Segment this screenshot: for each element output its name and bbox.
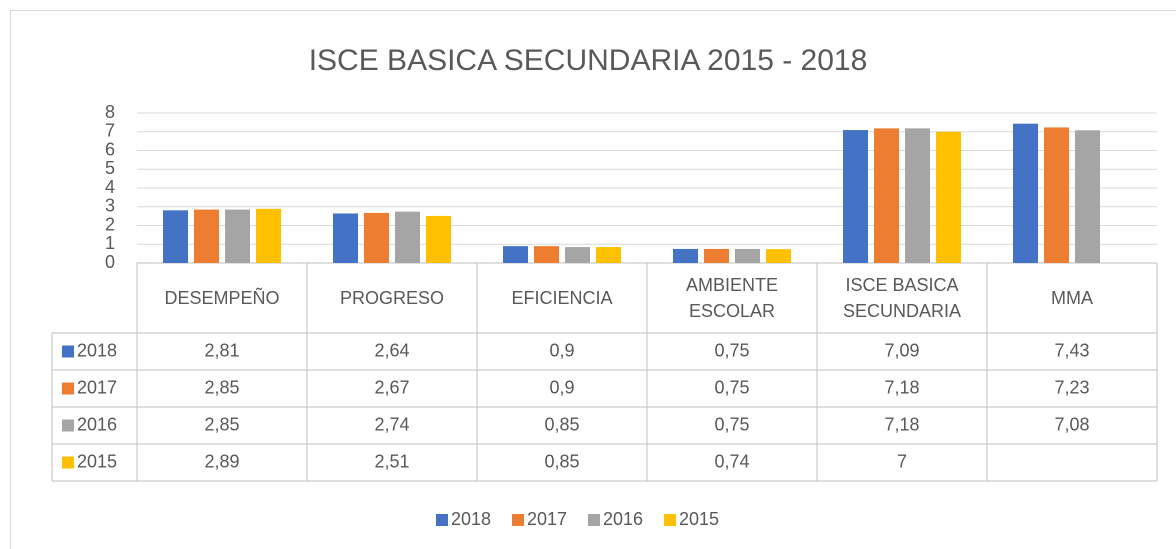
legend-swatch [436, 514, 448, 526]
bar [426, 215, 451, 263]
bar [364, 212, 389, 263]
legend-label: 2015 [77, 451, 117, 471]
x-tick-label: ISCE BASICA SECUNDARIA [842, 275, 962, 321]
table-value: 7,23 [1054, 377, 1089, 397]
table-value: 0,75 [714, 414, 749, 434]
bar [673, 248, 698, 263]
table-value: 0,75 [714, 340, 749, 360]
bar [395, 211, 420, 263]
legend-label: 2015 [679, 509, 719, 529]
legend-label: 2017 [77, 377, 117, 397]
legend-swatch [588, 514, 600, 526]
legend-label: 2017 [527, 509, 567, 529]
legend-label: 2018 [77, 340, 117, 360]
legend-swatch [62, 456, 74, 469]
table-value: 2,85 [204, 414, 239, 434]
bar [936, 131, 961, 263]
table-value: 2,85 [204, 377, 239, 397]
bar [843, 130, 868, 263]
table-value: 7,08 [1054, 414, 1089, 434]
table-value: 0,9 [549, 377, 574, 397]
legend-label: 2016 [77, 414, 117, 434]
chart-title: ISCE BASICA SECUNDARIA 2015 - 2018 [309, 44, 868, 77]
y-tick-label: 1 [105, 233, 115, 253]
x-tick-label: EFICIENCIA [511, 288, 613, 308]
bar [194, 209, 219, 263]
legend-swatch [62, 345, 74, 358]
bar [766, 249, 791, 263]
table-value: 2,81 [204, 340, 239, 360]
bar [704, 248, 729, 263]
table-value: 2,67 [374, 377, 409, 397]
bar [735, 248, 760, 263]
bar [163, 210, 188, 263]
bar [1044, 127, 1069, 263]
table-value: 0,9 [549, 340, 574, 360]
bar [874, 128, 899, 263]
table-value: 7 [897, 451, 907, 471]
legend-label: 2018 [451, 509, 491, 529]
bar [905, 128, 930, 263]
x-tick-label: DESEMPEÑO [164, 288, 280, 308]
table-value: 7,18 [884, 377, 919, 397]
y-tick-label: 5 [105, 158, 115, 178]
y-tick-label: 4 [105, 177, 115, 197]
bar [333, 213, 358, 263]
table-value: 2,89 [204, 451, 239, 471]
bar [565, 247, 590, 263]
table-value: 0,75 [714, 377, 749, 397]
legend-swatch [62, 419, 74, 432]
table-value: 7,43 [1054, 340, 1089, 360]
bar [1013, 123, 1038, 263]
table-value: 7,18 [884, 414, 919, 434]
table-value: 2,74 [374, 414, 409, 434]
y-tick-label: 6 [105, 139, 115, 159]
bar [256, 208, 281, 263]
bar [1075, 130, 1100, 263]
legend-swatch [62, 382, 74, 395]
x-tick-label: PROGRESO [339, 288, 445, 308]
table-value: 0,85 [544, 451, 579, 471]
x-tick-label: AMBIENTE ESCOLAR [685, 275, 778, 321]
legend-label: 2016 [603, 509, 643, 529]
bar [503, 246, 528, 263]
table-value: 2,64 [374, 340, 409, 360]
table-value: 0,85 [544, 414, 579, 434]
table-value: 2,51 [374, 451, 409, 471]
bar [534, 246, 559, 263]
chart-border [10, 10, 1176, 549]
y-tick-label: 2 [105, 214, 115, 234]
y-tick-label: 0 [105, 252, 115, 272]
y-tick-label: 8 [105, 102, 115, 122]
legend-swatch [512, 514, 524, 526]
y-tick-label: 7 [105, 121, 115, 141]
x-tick-label: MMA [1051, 288, 1093, 308]
bar [225, 209, 250, 263]
bar [596, 247, 621, 263]
table-value: 0,74 [714, 451, 749, 471]
y-tick-label: 3 [105, 196, 115, 216]
table-value: 7,09 [884, 340, 919, 360]
legend-swatch [664, 514, 676, 526]
